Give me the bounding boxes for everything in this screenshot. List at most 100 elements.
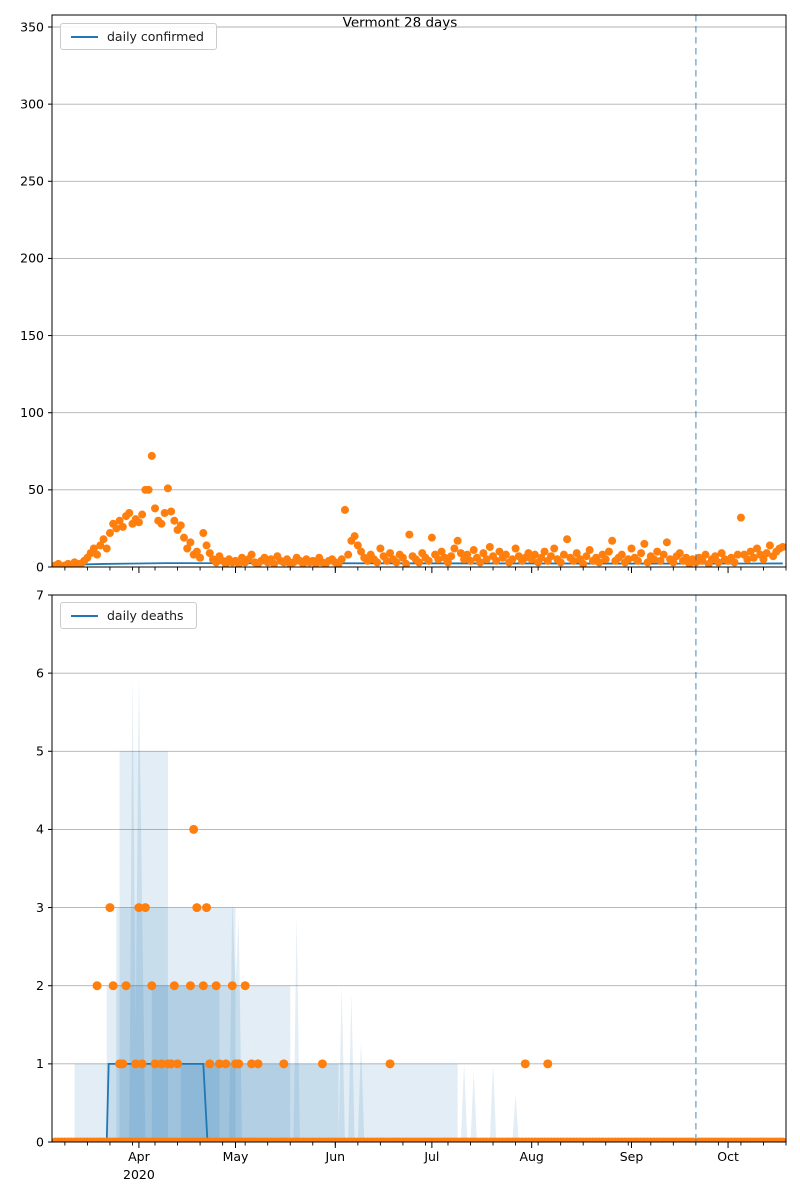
data-point xyxy=(198,981,208,991)
y-tick-label: 50 xyxy=(28,482,44,497)
data-point xyxy=(485,542,494,551)
data-point xyxy=(373,558,382,567)
y-tick-label: 100 xyxy=(20,405,44,420)
data-point xyxy=(640,539,649,548)
data-point xyxy=(311,559,320,567)
x-tick-label: May xyxy=(223,1149,249,1164)
data-point xyxy=(508,555,517,564)
data-point xyxy=(556,558,565,567)
data-point xyxy=(443,558,452,567)
data-point xyxy=(402,559,411,567)
data-point xyxy=(247,1059,257,1069)
data-point xyxy=(569,556,578,565)
data-point xyxy=(659,550,668,559)
data-point xyxy=(601,555,610,564)
data-point xyxy=(247,550,256,559)
data-point xyxy=(202,903,212,913)
y-tick-label: 2 xyxy=(36,978,44,993)
data-point xyxy=(157,519,166,528)
data-point xyxy=(492,556,501,565)
data-point xyxy=(166,1059,176,1069)
data-point xyxy=(189,824,199,834)
data-point xyxy=(405,530,414,539)
data-point xyxy=(140,903,150,913)
data-point xyxy=(92,981,102,991)
data-point xyxy=(150,1059,160,1069)
y-tick-label: 3 xyxy=(36,900,44,915)
data-point xyxy=(736,513,745,522)
data-point xyxy=(240,981,250,991)
data-point xyxy=(93,550,102,559)
axes-box xyxy=(51,14,787,568)
data-point xyxy=(138,510,147,519)
y-tick-label: 200 xyxy=(20,251,44,266)
y-tick-label: 7 xyxy=(36,587,44,602)
data-point xyxy=(650,555,659,564)
data-point xyxy=(350,532,359,541)
data-point xyxy=(337,555,346,564)
data-point xyxy=(202,541,211,550)
y-tick-label: 300 xyxy=(20,96,44,111)
data-point xyxy=(196,553,205,562)
data-point xyxy=(344,550,353,559)
data-point xyxy=(653,547,662,556)
data-point xyxy=(108,981,118,991)
legend-daily-deaths: daily deaths xyxy=(60,602,197,629)
data-point xyxy=(340,505,349,514)
data-point xyxy=(89,544,98,553)
data-point xyxy=(733,550,742,559)
data-point xyxy=(572,549,581,558)
y-tick-label: 4 xyxy=(36,822,44,837)
data-point xyxy=(453,536,462,545)
data-point xyxy=(743,555,752,564)
axes-box xyxy=(51,594,787,1143)
data-point xyxy=(376,544,385,553)
data-point xyxy=(179,533,188,542)
legend-daily-confirmed: daily confirmed xyxy=(60,23,217,50)
data-point xyxy=(99,535,108,544)
data-point xyxy=(147,981,157,991)
data-point xyxy=(392,558,401,567)
data-point xyxy=(617,550,626,559)
forecast-band xyxy=(489,1063,497,1142)
data-point-zero xyxy=(778,1137,786,1142)
data-point xyxy=(167,507,176,516)
data-point xyxy=(160,509,169,517)
data-point xyxy=(495,547,504,556)
data-point xyxy=(253,1059,263,1069)
data-point xyxy=(205,1059,215,1069)
data-point xyxy=(234,559,243,567)
data-point xyxy=(121,981,131,991)
data-point xyxy=(214,1059,224,1069)
data-point xyxy=(511,544,520,553)
legend-line-icon xyxy=(71,35,98,38)
x-tick-label: Sep xyxy=(620,1149,644,1164)
y-tick-label: 5 xyxy=(36,744,44,759)
data-point xyxy=(501,550,510,559)
data-point xyxy=(382,556,391,565)
forecast-band xyxy=(357,1040,365,1142)
forecast-band xyxy=(229,899,242,1142)
forecast-band xyxy=(74,1063,458,1142)
data-point xyxy=(212,558,221,567)
data-point xyxy=(463,550,472,559)
data-point xyxy=(524,549,533,558)
data-point xyxy=(137,1059,147,1069)
data-point xyxy=(550,544,559,553)
data-point xyxy=(637,549,646,558)
x-tick-label: Apr xyxy=(128,1149,150,1164)
data-point xyxy=(357,547,366,556)
data-point xyxy=(234,1059,244,1069)
data-point xyxy=(118,522,127,531)
data-point xyxy=(134,903,144,913)
data-point xyxy=(434,555,443,564)
data-point xyxy=(698,556,707,565)
data-point xyxy=(427,533,436,542)
data-point xyxy=(118,1059,128,1069)
forecast-band xyxy=(180,1063,339,1142)
x-tick-label: Aug xyxy=(519,1149,543,1164)
data-point xyxy=(183,544,192,553)
y-tick-label: 0 xyxy=(36,1134,44,1149)
data-point xyxy=(546,552,555,561)
